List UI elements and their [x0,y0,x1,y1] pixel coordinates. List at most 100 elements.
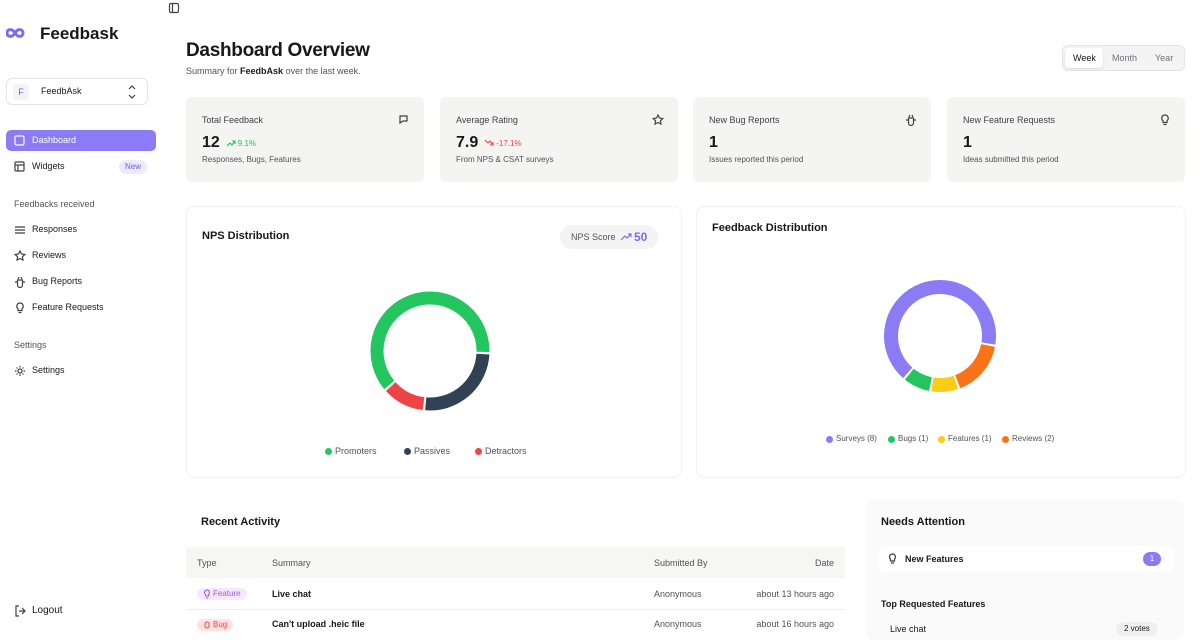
stat-note: Responses, Bugs, Features [202,155,301,164]
nav-item[interactable]: Feature Requests [6,300,156,316]
legend-dot [938,436,945,443]
nav-icon [15,276,25,288]
date: about 13 hours ago [756,589,834,599]
item-label: New Features [905,554,964,564]
needs-attention-panel: Needs Attention New Features 1 Top Reque… [866,500,1184,640]
subheading: Top Requested Features [881,599,986,609]
stat-card: Total Feedback 12 9.1% Responses, Bugs, Fea… [186,97,424,182]
logout-icon [15,605,26,617]
feature-votes: 2 votes [1116,622,1158,636]
table-row[interactable]: Bug Can't upload .heic file Anonymous ab… [186,610,845,640]
trend-icon [226,140,236,147]
section-heading: Needs Attention [881,516,965,528]
page-subtitle: Summary for FeedbAsk over the last week. [186,67,361,76]
legend-label: Detractors [485,446,527,456]
stat-change: 9.1% [237,139,257,148]
donut-segment [884,280,996,379]
badge-icon [204,589,210,599]
nav-icon [14,135,25,146]
stat-icon [652,114,664,126]
period-button[interactable]: Month [1112,53,1138,63]
summary: Live chat [272,589,312,599]
nav-label: Dashboard [32,135,77,145]
column-header: Submitted By [654,558,708,568]
legend-label: Promoters [335,446,377,456]
stat-value: 1 [709,134,718,151]
subtitle-name: FeedbAsk [240,66,284,76]
brand-name: Feedbask [40,24,119,43]
stat-title: Total Feedback [202,115,264,125]
nav-icon [14,250,26,262]
nav-dashboard[interactable]: Dashboard [6,130,156,151]
icon-path [15,226,25,234]
period-button[interactable]: Year [1155,53,1174,63]
icon-path [16,302,24,314]
nav-item[interactable]: Responses [6,222,156,238]
stat-icon [906,114,916,126]
nps-panel: NPS Distribution NPS Score 50 [186,206,682,478]
submitter: Anonymous [654,589,702,599]
legend-label: Features (1) [948,434,992,443]
workspace-switcher[interactable]: F FeedbAsk [6,78,148,105]
nav-icon [16,302,24,314]
legend-label: Bugs (1) [898,434,929,443]
stat-note: From NPS & CSAT surveys [456,155,554,164]
nav-badge: New [119,160,148,174]
stat-value: 12 [202,134,220,151]
donut-segment [904,368,933,391]
period-button[interactable]: Week [1073,53,1096,63]
legend-label: Passives [414,446,451,456]
nav-item[interactable]: Settings [6,363,156,379]
stat-value: 7.9 [456,134,479,151]
chart-title: NPS Distribution [202,230,290,242]
legend-dot [826,436,833,443]
stat-icon [399,115,408,125]
donut-segment [370,291,490,390]
nav-icon [14,161,25,172]
brand-logo [6,28,25,38]
stat-icon [1161,114,1169,126]
legend-dot [888,436,895,443]
stat-title: Average Rating [456,115,518,125]
trend-icon [620,233,632,241]
stat-card: New Bug Reports 1 Issues reported this per… [693,97,931,182]
nav-widgets[interactable]: Widgets New [6,156,156,177]
donut-segment [425,353,490,411]
badge-icon [204,621,210,629]
nav-item[interactable]: Bug Reports [6,274,156,290]
stat-change: -17.1% [496,139,522,148]
donut-segment [931,375,959,392]
workspace-name: FeedbAsk [41,86,82,96]
stat-card: New Feature Requests 1 Ideas submitted thi… [947,97,1185,182]
sidebar-toggle[interactable] [168,2,180,14]
logout[interactable]: Logout [6,601,156,621]
chevrons [128,85,136,99]
nav-item[interactable]: Reviews [6,248,156,264]
trend-icon [484,139,494,146]
legend-dot [1002,436,1009,443]
submitter: Anonymous [654,619,702,629]
donut-segment [385,382,425,411]
stat-value: 1 [963,134,972,151]
donut-segment [954,343,995,389]
stat-title: New Bug Reports [709,115,780,125]
subtitle-prefix: Summary for [186,66,238,76]
section-title: Feedbacks received [14,199,95,209]
summary: Can't upload .heic file [272,619,365,629]
chart-title: Feedback Distribution [712,222,828,234]
nav-label: Responses [32,224,78,234]
feedback-panel: Feedback Distribution [696,206,1186,478]
item-icon [888,553,897,564]
icon-path [15,276,25,288]
nps-score-label: NPS Score [571,232,616,242]
period-active [1065,48,1103,68]
legend-dot [325,448,332,455]
nav-label: Bug Reports [32,276,83,286]
table-row[interactable]: Feature Live chat Anonymous about 13 hou… [186,579,845,610]
section-title: Settings [14,340,47,350]
nav-label: Settings [32,365,65,375]
attention-item[interactable]: New Features 1 [878,546,1174,572]
stat-note: Issues reported this period [709,155,804,164]
